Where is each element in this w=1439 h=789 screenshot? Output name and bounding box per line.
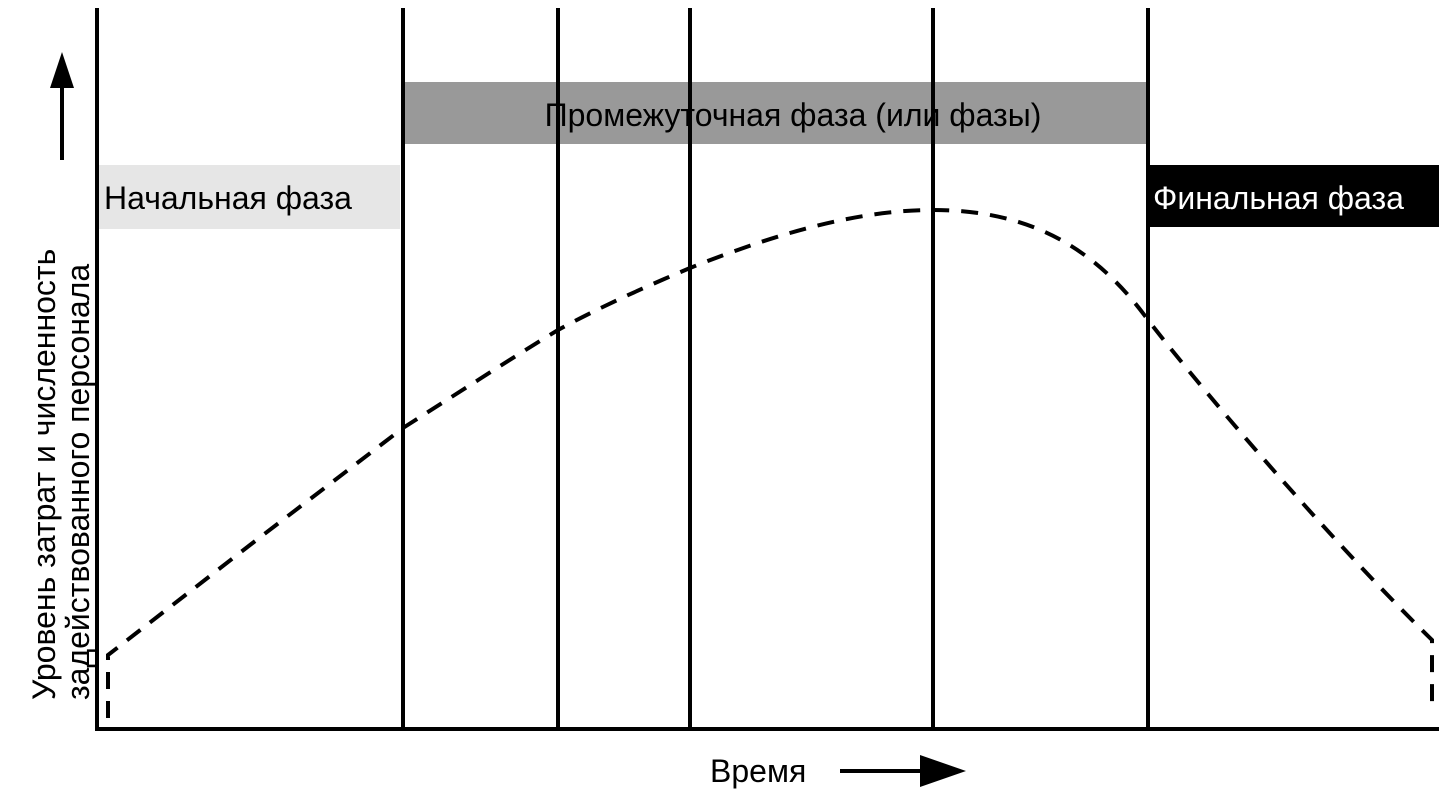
- svg-text:Уровень затрат и численность: Уровень затрат и численность: [26, 249, 62, 700]
- x-axis-arrow-icon: [840, 755, 966, 787]
- intermediate-phase-label: Промежуточная фаза (или фазы): [545, 97, 1042, 133]
- initial-phase-label: Начальная фаза: [104, 180, 352, 216]
- final-phase-label: Финальная фаза: [1153, 180, 1404, 216]
- final-phase-band: [1150, 165, 1439, 227]
- effort-curve: [106, 207, 1434, 718]
- x-axis-label: Время: [710, 753, 806, 789]
- initial-phase-band: [97, 165, 400, 229]
- intermediate-phase-band: [403, 82, 1148, 144]
- y-axis-arrow-icon: [50, 52, 74, 160]
- svg-text:задействованного персонала: задействованного персонала: [60, 264, 96, 700]
- y-axis-label: Уровень затрат и численность задействова…: [26, 249, 96, 700]
